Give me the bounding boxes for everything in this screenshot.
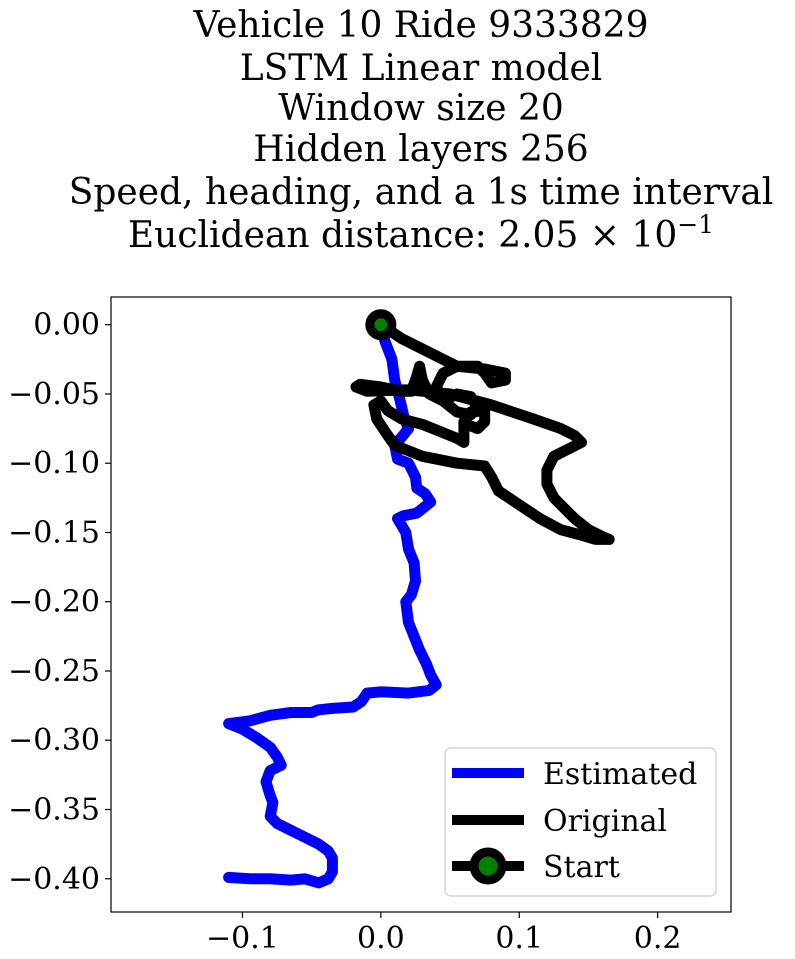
plot-content	[223, 309, 615, 889]
y-tick-label: −0.20	[8, 585, 100, 620]
axis-ticks: −0.1 0.0 0.1 0.2 0.00 −0.05 −0.10 −0.15 −0.20 −0.…	[8, 308, 681, 956]
y-tick-label: −0.15	[8, 515, 100, 550]
title-line-6: Euclidean distance: 2.05 × 10−1	[128, 210, 714, 256]
y-tick-label: 0.00	[33, 308, 100, 343]
y-tick-label: −0.10	[8, 446, 100, 481]
legend-label-start: Start	[543, 850, 620, 885]
title-line-5: Speed, heading, and a 1s time interval	[69, 172, 774, 213]
x-tick-label: 0.2	[634, 921, 682, 956]
title-distance-prefix: Euclidean distance:	[128, 215, 498, 256]
title-line-3: Window size 20	[278, 88, 564, 129]
y-tick-label: −0.30	[8, 723, 100, 758]
y-tick-label: −0.35	[8, 793, 100, 828]
title-line-2: LSTM Linear model	[240, 48, 603, 89]
y-tick-label: −0.25	[8, 654, 100, 689]
start-marker	[365, 309, 397, 341]
x-tick-label: −0.1	[206, 921, 279, 956]
legend-frame	[444, 747, 717, 897]
x-tick-label: 0.0	[357, 921, 405, 956]
chart-title: Vehicle 10 Ride 9333829 LSTM Linear mode…	[69, 5, 774, 256]
title-line-4: Hidden layers 256	[253, 129, 588, 170]
y-tick-label: −0.05	[8, 377, 100, 412]
legend-label-original: Original	[543, 804, 667, 839]
y-tick-label: −0.40	[8, 862, 100, 897]
series-line-original	[350, 319, 615, 545]
legend: Estimated Original Start	[444, 747, 717, 897]
series-line-estimated	[223, 319, 442, 889]
title-distance-value: 2.05 × 10	[498, 215, 677, 256]
legend-label-estimated: Estimated	[543, 757, 697, 792]
title-line-1: Vehicle 10 Ride 9333829	[192, 5, 648, 46]
title-distance-exponent: −1	[677, 210, 714, 239]
x-tick-label: 0.1	[495, 921, 543, 956]
legend-start-marker	[469, 847, 507, 885]
plot-frame	[110, 296, 732, 913]
